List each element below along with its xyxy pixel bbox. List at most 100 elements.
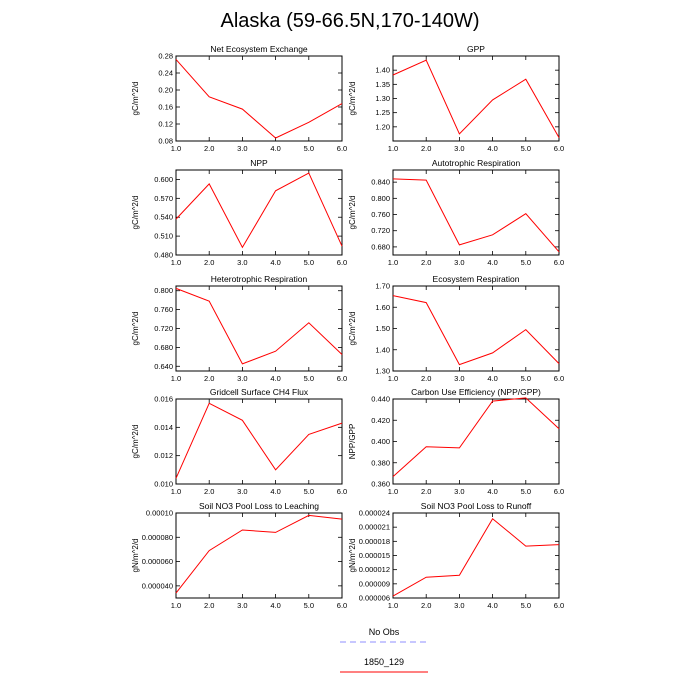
x-tick-label: 5.0 — [521, 258, 531, 267]
x-tick-label: 2.0 — [204, 487, 214, 496]
y-tick-label: 0.480 — [154, 251, 173, 260]
panel-title: Carbon Use Efficiency (NPP/GPP) — [411, 387, 541, 397]
x-tick-label: 4.0 — [270, 374, 280, 383]
y-tick-label: 0.000018 — [359, 537, 390, 546]
x-tick-label: 3.0 — [454, 487, 464, 496]
plot-frame — [175, 55, 343, 142]
x-tick-label: 2.0 — [421, 258, 431, 267]
y-tick-label: 0.640 — [154, 362, 173, 371]
y-tick-label: 0.570 — [154, 194, 173, 203]
y-tick-label: 0.380 — [371, 458, 390, 467]
x-tick-label: 6.0 — [554, 144, 564, 153]
y-tick-label: 0.000060 — [142, 557, 173, 566]
x-tick-label: 1.0 — [171, 258, 181, 267]
y-tick-label: 0.20 — [158, 86, 173, 95]
y-tick-label: 1.50 — [375, 324, 390, 333]
y-tick-label: 0.24 — [158, 69, 173, 78]
x-tick-label: 4.0 — [487, 601, 497, 610]
series-line — [392, 517, 560, 597]
y-tick-label: 1.40 — [375, 345, 390, 354]
x-tick-label: 1.0 — [388, 374, 398, 383]
x-tick-label: 3.0 — [454, 144, 464, 153]
x-tick-label: 6.0 — [337, 374, 347, 383]
y-tick-label: 0.400 — [371, 437, 390, 446]
y-tick-label: 0.840 — [371, 178, 390, 187]
panel-title: Net Ecosystem Exchange — [210, 44, 308, 54]
x-tick-label: 5.0 — [304, 601, 314, 610]
y-axis-label: gC/m^2/d — [348, 196, 357, 230]
x-tick-label: 5.0 — [304, 374, 314, 383]
y-tick-label: 0.12 — [158, 120, 173, 129]
series-line — [175, 172, 343, 249]
chart-panel: Net Ecosystem Exchange 1.0 2.0 3.0 4.0 5.0 6.0… — [131, 44, 347, 153]
x-tick-label: 2.0 — [421, 374, 431, 383]
x-tick-label: 1.0 — [388, 601, 398, 610]
chart-panel: Carbon Use Efficiency (NPP/GPP) 1.0 2.0 3.0… — [348, 387, 564, 496]
y-tick-label: 0.016 — [154, 395, 173, 404]
y-tick-label: 0.010 — [154, 480, 173, 489]
panel-title: Soil NO3 Pool Loss to Leaching — [199, 501, 319, 511]
chart-panel: Heterotrophic Respiration 1.0 2.0 3.0 4.0 5.0… — [131, 274, 347, 383]
plot-frame — [392, 169, 560, 256]
x-tick-label: 1.0 — [171, 601, 181, 610]
y-tick-label: 0.760 — [154, 305, 173, 314]
x-tick-label: 4.0 — [270, 258, 280, 267]
y-tick-label: 0.000024 — [359, 509, 390, 518]
x-tick-label: 3.0 — [454, 258, 464, 267]
y-tick-label: 0.720 — [154, 324, 173, 333]
y-axis-label: gC/m^2/d — [131, 82, 140, 116]
series-line — [175, 59, 343, 139]
x-tick-label: 1.0 — [171, 374, 181, 383]
y-axis-label: gC/m^2/d — [131, 196, 140, 230]
y-tick-label: 0.540 — [154, 213, 173, 222]
chart-panel: GPP 1.0 2.0 3.0 4.0 5.0 6.0 1.20 1.25 1.30 1.35 1.4… — [348, 44, 564, 153]
panel-title: Autotrophic Respiration — [432, 158, 521, 168]
chart-panel: Gridcell Surface CH4 Flux 1.0 2.0 3.0 4.0 5.0… — [131, 387, 347, 496]
panel-title: Gridcell Surface CH4 Flux — [210, 387, 309, 397]
series-line — [392, 59, 560, 138]
y-tick-label: 1.60 — [375, 303, 390, 312]
chart-panel: Soil NO3 Pool Loss to Leaching 1.0 2.0 3.0 4… — [131, 501, 347, 610]
y-tick-label: 0.760 — [371, 210, 390, 219]
x-tick-label: 6.0 — [337, 487, 347, 496]
plot-frame — [392, 512, 560, 599]
x-tick-label: 5.0 — [304, 258, 314, 267]
x-tick-label: 4.0 — [487, 258, 497, 267]
y-tick-label: 1.20 — [375, 122, 390, 131]
plot-frame — [392, 55, 560, 142]
x-tick-label: 4.0 — [487, 144, 497, 153]
x-tick-label: 6.0 — [554, 487, 564, 496]
y-tick-label: 0.360 — [371, 480, 390, 489]
y-tick-label: 0.440 — [371, 395, 390, 404]
y-tick-label: 0.00010 — [146, 509, 173, 518]
x-tick-label: 2.0 — [204, 374, 214, 383]
y-axis-label: gC/m^2/d — [131, 312, 140, 346]
plot-frame — [392, 398, 560, 485]
y-axis-label: gC/m^2/d — [348, 312, 357, 346]
plot-frame — [175, 512, 343, 599]
y-axis-label: NPP/GPP — [348, 424, 357, 460]
x-tick-label: 3.0 — [454, 374, 464, 383]
y-tick-label: 0.420 — [371, 416, 390, 425]
x-tick-label: 4.0 — [270, 601, 280, 610]
x-tick-label: 6.0 — [337, 258, 347, 267]
x-tick-label: 2.0 — [421, 601, 431, 610]
x-tick-label: 1.0 — [171, 144, 181, 153]
y-tick-label: 1.25 — [375, 108, 390, 117]
x-tick-label: 4.0 — [270, 487, 280, 496]
y-tick-label: 0.000012 — [359, 565, 390, 574]
y-tick-label: 1.35 — [375, 80, 390, 89]
chart-panel: Ecosystem Respiration 1.0 2.0 3.0 4.0 5.0 6.0 1… — [348, 274, 564, 383]
x-tick-label: 3.0 — [237, 374, 247, 383]
y-axis-label: gC/m^2/d — [348, 82, 357, 116]
chart-panel: Autotrophic Respiration 1.0 2.0 3.0 4.0 5.0 6.… — [348, 158, 564, 267]
x-tick-label: 2.0 — [204, 601, 214, 610]
x-tick-label: 6.0 — [554, 258, 564, 267]
y-tick-label: 0.510 — [154, 232, 173, 241]
panel-title: Ecosystem Respiration — [433, 274, 520, 284]
x-tick-label: 3.0 — [237, 601, 247, 610]
y-tick-label: 0.800 — [371, 194, 390, 203]
x-tick-label: 3.0 — [237, 144, 247, 153]
y-tick-label: 0.16 — [158, 103, 173, 112]
